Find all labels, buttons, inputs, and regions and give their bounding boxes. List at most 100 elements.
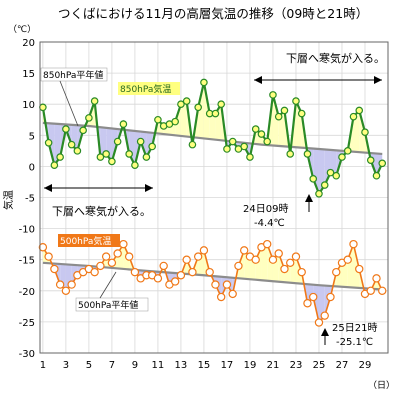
y-tick-label: 20 [22, 38, 35, 49]
series-500-point [38, 243, 48, 252]
series-500-point [314, 318, 324, 327]
x-tick-label: 3 [63, 360, 69, 371]
series-500-point [182, 255, 191, 264]
series-500-point [268, 255, 278, 264]
y-tick-label: -20 [19, 287, 35, 298]
series-500-point [67, 280, 76, 289]
label-500-temp-text: 500hPa気温 [60, 235, 111, 247]
chart-title: つくばにおける11月の高層気温の推移（09時と21時） [58, 6, 368, 21]
series-850-point [338, 153, 346, 161]
y-tick-label: -30 [19, 349, 35, 360]
series-850-point [44, 138, 53, 147]
x-unit-label: （日） [368, 380, 395, 391]
series-850-point [108, 157, 116, 166]
series-850-point [85, 114, 93, 122]
series-500-point [280, 264, 289, 274]
series-500-point [90, 267, 99, 277]
series-850-point [349, 112, 358, 121]
series-850-point [366, 156, 375, 164]
series-850-point [355, 106, 364, 115]
series-500-point [119, 239, 128, 249]
label-850-normal-text: 850hPa平年値 [43, 69, 103, 81]
series-850-point [171, 117, 179, 126]
series-500-point [297, 267, 306, 277]
x-tick-label: 9 [132, 360, 138, 371]
series-500-point [113, 249, 122, 258]
y-axis-label: 気温 [2, 190, 15, 210]
series-850-anomaly-fill [209, 113, 216, 140]
series-500-point [130, 267, 140, 277]
series-850-point [154, 115, 162, 124]
series-500-point [55, 280, 65, 289]
x-tick-label: 27 [336, 360, 349, 371]
cold-air-text-top: 下層へ寒気が入る。 [286, 51, 385, 65]
series-850-point [361, 128, 369, 136]
series-500-point [205, 267, 214, 277]
series-500-point [124, 252, 134, 261]
cold-air-annotation-left: 下層へ寒気が入る。 [44, 184, 153, 218]
series-850-point [286, 150, 295, 158]
series-850-point [56, 153, 64, 161]
series-500-point [251, 255, 260, 264]
series-500-point [372, 274, 381, 283]
series-850-point [177, 100, 185, 109]
y-tick-label: -10 [19, 225, 35, 236]
series-850-point [297, 109, 306, 118]
series-500-point [61, 286, 71, 295]
series-850-point [292, 97, 300, 105]
x-tick-label: 13 [175, 360, 188, 371]
series-850-point [257, 130, 266, 138]
y-tick-label: -5 [25, 194, 35, 205]
series-850-point [332, 171, 341, 180]
series-850-point [280, 106, 289, 115]
series-850-point [263, 137, 272, 146]
y-tick-label: -15 [19, 256, 35, 267]
label-850-temp-text: 850hPa気温 [120, 83, 171, 95]
series-500-anomaly-fill [255, 247, 262, 281]
annotation-25th-line1: 25日21時 [332, 322, 377, 334]
series-850-anomaly-fill [203, 82, 210, 140]
series-850-anomaly-fill [353, 110, 360, 153]
series-850-point [119, 120, 128, 128]
series-850-anomaly-fill [198, 82, 204, 139]
annotation-24th: 24日09時 -4.4℃ [243, 194, 313, 229]
series-500-point [274, 249, 283, 258]
series-850-point [96, 153, 105, 161]
y-tick-label: -25 [19, 318, 35, 329]
series-850-point [217, 100, 225, 109]
series-850-point [228, 137, 237, 146]
series-500-point [291, 252, 301, 261]
series-500-point [188, 267, 197, 277]
series-850-point [372, 171, 381, 180]
series-850-point [378, 159, 387, 168]
series-850-point [182, 97, 191, 105]
cold-air-text-left: 下層へ寒気が入る。 [52, 204, 151, 218]
series-850-point [211, 109, 220, 118]
series-850-point [131, 161, 139, 169]
x-tick-label: 23 [290, 360, 303, 371]
series-500-point [343, 255, 352, 264]
series-500-point [44, 252, 53, 261]
series-850-point [269, 91, 277, 99]
series-850-point [194, 103, 202, 112]
y-tick-label: 15 [22, 69, 35, 80]
series-850-point [274, 112, 283, 121]
series-850-point [73, 147, 82, 155]
series-500-point [176, 271, 186, 280]
series-500-point [378, 286, 387, 295]
label-500-normal-text: 500hPa平年値 [78, 299, 138, 311]
y-tick-label: 10 [22, 100, 35, 111]
series-500-point [222, 280, 232, 289]
series-850-point [246, 153, 254, 161]
series-500-point [349, 239, 358, 249]
series-850-point [50, 161, 59, 169]
x-tick-label: 7 [109, 360, 115, 371]
series-850-point [343, 147, 352, 155]
series-850-point [125, 150, 133, 158]
y-tick-label: 0 [29, 162, 35, 173]
annotation-25th-line2: -25.1℃ [336, 337, 373, 348]
series-500-point [96, 261, 105, 271]
x-tick-label: 5 [86, 360, 92, 371]
x-tick-label: 25 [313, 360, 326, 371]
series-850-point [62, 125, 70, 133]
